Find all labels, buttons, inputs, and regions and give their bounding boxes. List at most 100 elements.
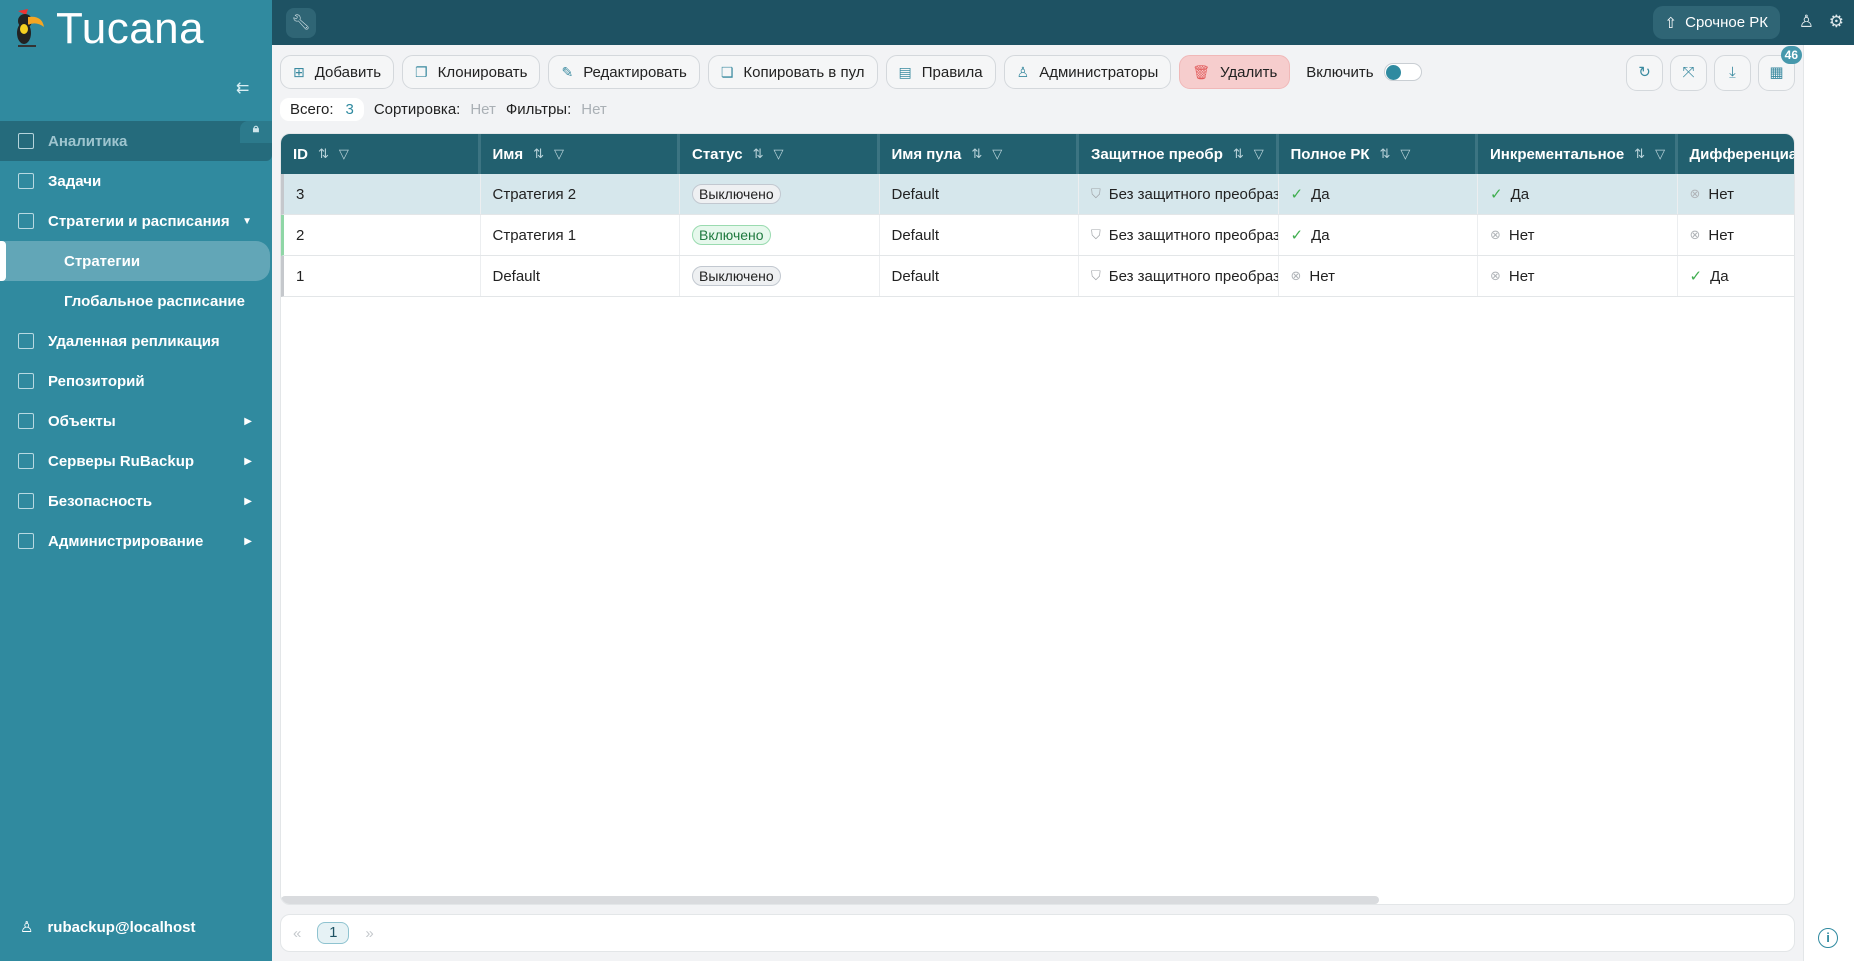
edit-label: Редактировать [583,63,687,81]
urgent-backup-button[interactable]: ⇧ Срочное РК [1652,6,1780,39]
filter-icon[interactable]: ▽ [1655,146,1666,161]
sidebar-item-label: Репозиторий [48,372,145,390]
cell-text: Нет [1708,185,1734,203]
cell-protect: ⛉ Без защитного преобраз [1079,256,1279,296]
sidebar-item-label: Стратегии и расписания [48,212,230,230]
filter-icon[interactable]: ▽ [992,146,1003,161]
fullscreen-button[interactable]: ⤧ [1670,55,1707,91]
admins-button[interactable]: ♙ Администраторы [1003,55,1172,89]
wrench-button[interactable]: 🔧︎ [286,8,316,38]
edit-button[interactable]: ✎ Редактировать [548,55,700,89]
prev-page-button[interactable]: « [293,924,302,942]
column-header[interactable]: Имя пула ⇅ ▽ [880,134,1079,174]
fullscreen-icon: ⤧ [1682,64,1695,81]
filter-icon[interactable]: ▽ [773,146,784,161]
status-badge: Включено [692,225,771,245]
shield-icon: ⛉ [1091,268,1101,283]
sidebar-item-label: Глобальное расписание [64,292,245,310]
filter-icon[interactable]: ▽ [554,146,565,161]
table-row[interactable]: 2 Стратегия 1 Включено Default ⛉ Без защитног… [281,215,1794,256]
refresh-button[interactable]: ↻ [1626,55,1663,91]
sidebar-item-label: Безопасность [48,492,153,510]
cell-name: Стратегия 2 [481,174,680,214]
status-badge: Выключено [692,184,781,204]
column-header[interactable]: Дифференциал [1678,134,1795,174]
sidebar-item-10[interactable]: Администрирование ▶ [0,521,272,561]
collapse-sidebar-icon[interactable]: ⇇ [236,80,250,97]
sidebar-item-2[interactable]: Стратегии и расписания ▼ [0,201,272,241]
copy-to-pool-button[interactable]: ❏ Копировать в пул [707,55,878,89]
sidebar-item-6[interactable]: Репозиторий [0,361,272,401]
cell-text: Без защитного преобраз [1108,226,1279,244]
cell-pool: Default [880,215,1079,255]
lock-icon[interactable]: 🔒︎ [240,121,272,143]
column-header[interactable]: Инкрементальное ⇅ ▽ [1478,134,1678,174]
page-1-button[interactable]: 1 [317,922,350,944]
column-header[interactable]: Имя ⇅ ▽ [481,134,680,174]
sidebar: Tucana ⇇ Аналитика 🔒︎ Задачи Стратегии и ра… [0,0,272,961]
column-header[interactable]: Статус ⇅ ▽ [680,134,880,174]
delete-button[interactable]: 🗑︎ Удалить [1179,55,1291,89]
next-page-button[interactable]: » [365,924,374,942]
column-header[interactable]: Полное РК ⇅ ▽ [1279,134,1478,174]
column-header[interactable]: ID ⇅ ▽ [281,134,481,174]
gear-icon[interactable]: ⚙ [1828,12,1844,31]
filter-icon[interactable]: ▽ [1400,146,1411,161]
sort-icon[interactable]: ⇅ [752,146,764,161]
column-title: Дифференциал [1689,145,1795,163]
horizontal-scrollbar[interactable] [281,896,1379,904]
cell-id: 1 [284,256,481,296]
trash-icon: 🗑︎ [1192,63,1211,80]
sort-icon[interactable]: ⇅ [1634,146,1646,161]
sidebar-item-0[interactable]: Аналитика 🔒︎ [0,121,272,161]
replication-icon [18,333,34,349]
user-name: rubackup@localhost [47,918,196,936]
clone-button[interactable]: ❐ Клонировать [402,55,541,89]
sidebar-item-3[interactable]: Стратегии [0,241,270,281]
column-title: Имя [492,145,524,163]
sidebar-item-7[interactable]: Объекты ▶ [0,401,272,441]
download-button[interactable]: ⤓ [1714,55,1751,91]
enable-toggle[interactable] [1383,63,1422,81]
sidebar-item-9[interactable]: Безопасность ▶ [0,481,272,521]
table-settings-icon: ▦ [1769,64,1784,81]
admin-icon [18,533,34,549]
cell-text: Default [891,185,940,203]
sidebar-item-1[interactable]: Задачи [0,161,272,201]
x-circle-icon: ⊗ [1689,227,1701,242]
user-account[interactable]: ♙ rubackup@localhost [20,918,196,937]
sort-icon[interactable]: ⇅ [1379,146,1391,161]
columns-button[interactable]: ▦ 46 [1758,46,1802,91]
filter-icon[interactable]: ▽ [1253,146,1264,161]
cell-incremental: ⊗ Нет [1478,215,1678,255]
sort-icon[interactable]: ⇅ [971,146,983,161]
caret-right-icon: ▶ [244,495,252,507]
sort-icon[interactable]: ⇅ [533,146,545,161]
sidebar-item-4[interactable]: Глобальное расписание [0,281,272,321]
check-icon: ✓ [1290,186,1304,203]
sidebar-item-8[interactable]: Серверы RuBackup ▶ [0,441,272,481]
sort-icon[interactable]: ⇅ [318,146,329,161]
sidebar-item-5[interactable]: Удаленная репликация [0,321,272,361]
cell-differential: ⊗ Нет [1678,174,1795,214]
cell-text: Нет [1309,267,1335,285]
sort-icon[interactable]: ⇅ [1232,146,1244,161]
add-button[interactable]: ⊞ Добавить [280,55,395,89]
cell-text: Да [1311,226,1330,244]
delete-label: Удалить [1220,63,1278,81]
info-icon[interactable]: i [1818,928,1838,948]
cell-incremental: ✓ Да [1478,174,1678,214]
total-value: 3 [345,101,354,118]
rules-button[interactable]: ▤ Правила [885,55,996,89]
user-icon[interactable]: ♙ [1798,12,1814,31]
cell-text: Нет [1708,226,1734,244]
sidebar-item-label: Задачи [48,172,102,190]
table-row[interactable]: 3 Стратегия 2 Выключено Default ⛉ Без защитно… [281,174,1794,215]
cell-id: 3 [284,174,481,214]
shield-icon: ⛉ [1091,227,1101,242]
x-circle-icon: ⊗ [1490,227,1501,242]
filter-icon[interactable]: ▽ [338,146,349,161]
table-row[interactable]: 1 Default Выключено Default ⛉ Без защитного п… [281,256,1794,297]
plus-square-icon: ⊞ [293,63,305,80]
column-header[interactable]: Защитное преобр ⇅ ▽ [1079,134,1279,174]
